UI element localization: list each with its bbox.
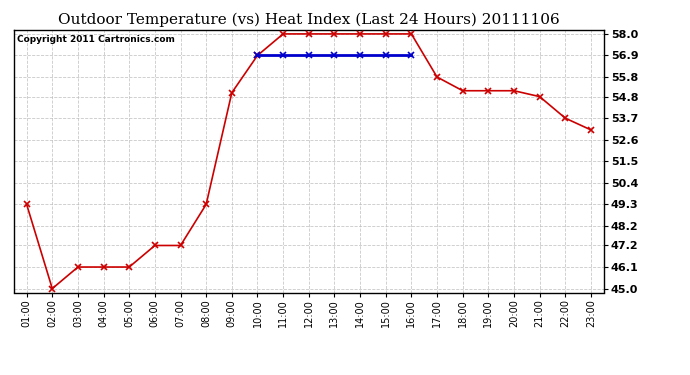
Text: Copyright 2011 Cartronics.com: Copyright 2011 Cartronics.com — [17, 35, 175, 44]
Title: Outdoor Temperature (vs) Heat Index (Last 24 Hours) 20111106: Outdoor Temperature (vs) Heat Index (Las… — [58, 13, 560, 27]
